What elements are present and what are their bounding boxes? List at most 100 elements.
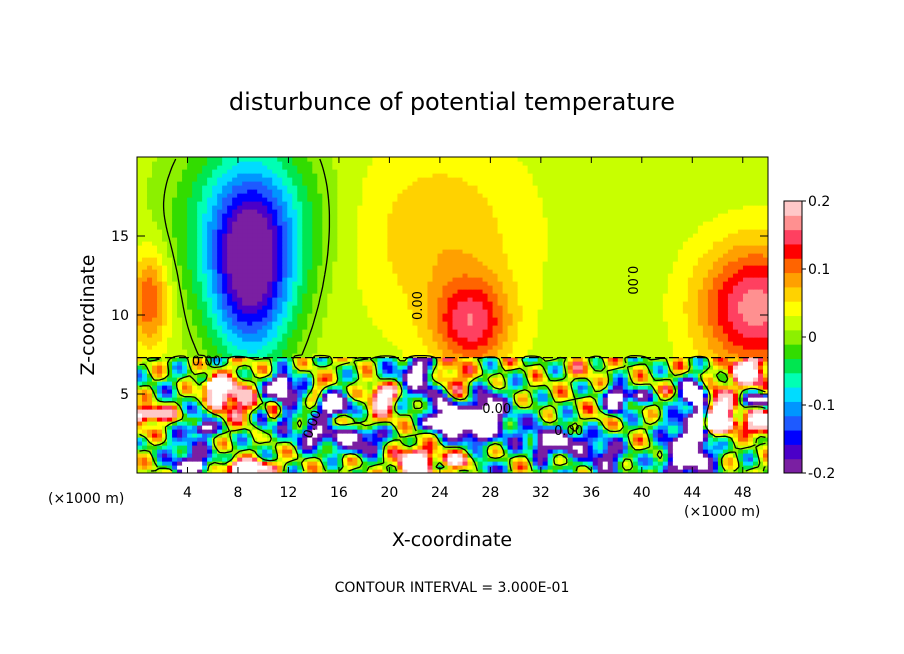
heat-cell	[372, 373, 378, 378]
heat-cell	[342, 321, 348, 326]
heat-cell	[627, 449, 634, 454]
heat-cell	[432, 401, 439, 406]
heat-cell	[352, 461, 358, 466]
heat-cell	[332, 329, 338, 334]
heat-cell	[222, 341, 228, 346]
heat-cell	[672, 361, 679, 366]
heat-cell	[762, 429, 768, 434]
heat-cell	[332, 453, 338, 458]
heat-cell	[327, 377, 333, 382]
heat-cell	[747, 341, 754, 346]
heat-cell	[562, 361, 569, 366]
heat-cell	[607, 337, 614, 342]
heat-cell	[562, 453, 569, 458]
heat-cell	[382, 329, 388, 334]
heat-cell	[467, 469, 474, 473]
heat-cell	[277, 397, 283, 402]
heat-cell	[197, 433, 203, 438]
heat-cell	[332, 385, 338, 390]
heat-cell	[347, 313, 353, 318]
heat-cell	[162, 461, 168, 466]
heat-cell	[242, 433, 248, 438]
heat-cell	[597, 317, 604, 322]
heat-cell	[452, 389, 459, 394]
heat-cell	[632, 433, 639, 438]
heat-cell	[627, 461, 634, 466]
heat-cell	[492, 377, 499, 382]
heat-cell	[192, 453, 198, 458]
heat-cell	[647, 461, 654, 466]
heat-cell	[572, 393, 579, 398]
heat-cell	[252, 437, 258, 442]
heat-cell	[612, 445, 619, 450]
heat-cell	[142, 433, 148, 438]
heat-cell	[207, 341, 213, 346]
heat-cell	[562, 465, 569, 470]
heat-cell	[497, 413, 504, 418]
heat-cell	[667, 441, 674, 446]
heat-cell	[307, 357, 313, 362]
heat-cell	[457, 357, 464, 362]
heat-cell	[367, 461, 373, 466]
heat-cell	[362, 405, 368, 410]
heat-cell	[477, 349, 484, 354]
heat-cell	[237, 421, 243, 426]
heat-cell	[357, 453, 363, 458]
heat-cell	[577, 325, 584, 330]
heat-cell	[757, 461, 764, 466]
heat-cell	[262, 409, 268, 414]
heat-cell	[507, 453, 514, 458]
heat-cell	[647, 449, 654, 454]
heat-cell	[477, 405, 484, 410]
heat-cell	[412, 317, 419, 322]
heat-cell	[447, 449, 454, 454]
heat-cell	[552, 433, 559, 438]
heat-cell	[637, 357, 644, 362]
heat-cell	[657, 361, 664, 366]
heat-cell	[462, 377, 469, 382]
heat-cell	[247, 385, 253, 390]
heat-cell	[592, 381, 599, 386]
heat-cell	[682, 405, 689, 410]
heat-cell	[737, 457, 744, 462]
heat-cell	[467, 373, 474, 378]
heat-cell	[762, 345, 768, 350]
heat-cell	[367, 425, 373, 430]
heat-cell	[622, 341, 629, 346]
heat-cell	[452, 385, 459, 390]
heat-cell	[652, 381, 659, 386]
heat-cell	[572, 341, 579, 346]
heat-cell	[562, 433, 569, 438]
heat-cell	[157, 341, 163, 346]
heat-cell	[492, 433, 499, 438]
heat-cell	[227, 313, 233, 318]
heat-cell	[502, 345, 509, 350]
heat-cell	[217, 401, 223, 406]
heat-cell	[267, 333, 273, 338]
heat-cell	[672, 381, 679, 386]
heat-cell	[617, 401, 624, 406]
heat-cell	[702, 397, 709, 402]
heat-cell	[707, 349, 714, 354]
heat-cell	[327, 413, 333, 418]
heat-cell	[507, 441, 514, 446]
heat-cell	[252, 349, 258, 354]
heat-cell	[207, 441, 213, 446]
heat-cell	[357, 429, 363, 434]
heat-cell	[247, 449, 253, 454]
heat-cell	[297, 465, 303, 470]
heat-cell	[332, 441, 338, 446]
heat-cell	[527, 361, 534, 366]
heat-cell	[137, 369, 143, 374]
heat-cell	[407, 469, 414, 473]
heat-cell	[752, 413, 759, 418]
heat-cell	[177, 337, 183, 342]
heat-cell	[362, 389, 368, 394]
heat-cell	[727, 401, 734, 406]
heat-cell	[447, 329, 454, 334]
heat-cell	[747, 441, 754, 446]
heat-cell	[427, 453, 434, 458]
heat-cell	[637, 401, 644, 406]
heat-cell	[592, 325, 599, 330]
heat-cell	[277, 461, 283, 466]
